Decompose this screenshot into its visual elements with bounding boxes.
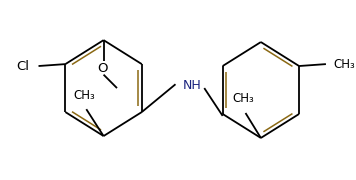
Text: O: O	[98, 62, 108, 75]
Text: NH: NH	[183, 79, 202, 92]
Text: Cl: Cl	[17, 60, 30, 73]
Text: CH₃: CH₃	[233, 92, 255, 105]
Text: CH₃: CH₃	[74, 89, 95, 102]
Text: CH₃: CH₃	[334, 58, 355, 71]
